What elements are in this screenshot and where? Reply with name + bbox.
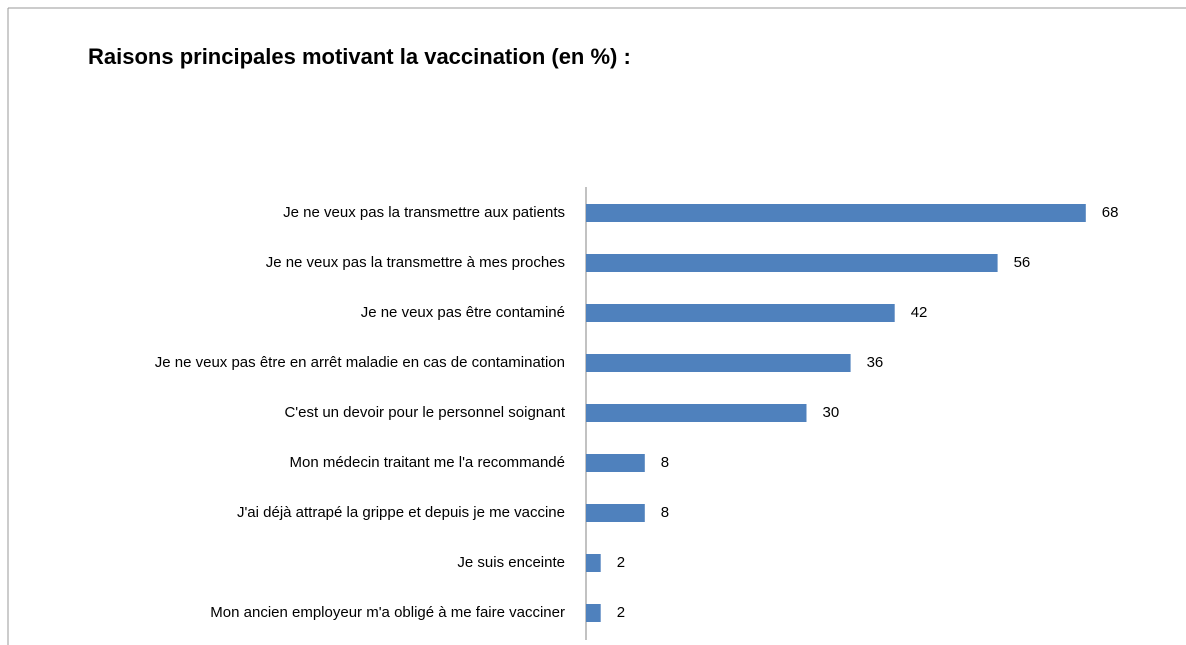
bar [586,354,851,372]
value-label: 30 [823,404,840,421]
value-label: 8 [661,504,669,521]
value-label: 42 [911,304,928,321]
category-label: Je ne veux pas être contaminé [361,304,565,321]
bar [586,504,645,522]
category-label: Je ne veux pas être en arrêt maladie en … [155,354,565,371]
category-label: Je suis enceinte [457,554,565,571]
value-label: 68 [1102,204,1119,221]
value-label: 2 [617,604,625,621]
category-label: Je ne veux pas la transmettre aux patien… [283,204,565,221]
bar [586,204,1086,222]
category-label: J'ai déjà attrapé la grippe et depuis je… [237,504,565,521]
value-label: 8 [661,454,669,471]
value-label: 36 [867,354,884,371]
category-label: Mon médecin traitant me l'a recommandé [290,454,566,471]
bar [586,604,601,622]
value-label: 56 [1014,254,1031,271]
bar [586,254,998,272]
category-label: C'est un devoir pour le personnel soigna… [284,404,565,421]
bar [586,304,895,322]
chart-title: Raisons principales motivant la vaccinat… [88,44,631,69]
bar [586,554,601,572]
value-label: 2 [617,554,625,571]
category-label: Je ne veux pas la transmettre à mes proc… [266,254,565,271]
category-label: Mon ancien employeur m'a obligé à me fai… [210,604,565,621]
bar [586,404,807,422]
bar [586,454,645,472]
